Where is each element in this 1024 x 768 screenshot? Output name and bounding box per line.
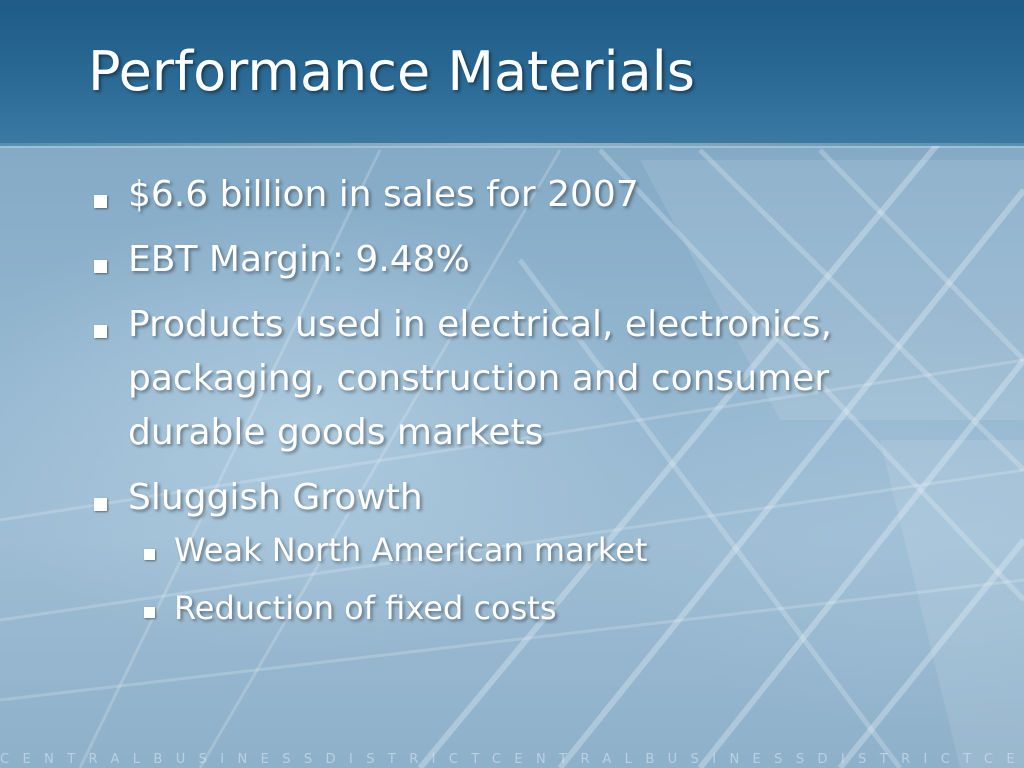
- bullet-text: Sluggish Growth: [128, 477, 423, 518]
- bullet-text: $6.6 billion in sales for 2007: [128, 174, 639, 215]
- square-bullet-icon: [144, 607, 155, 618]
- square-bullet-icon: [94, 195, 107, 208]
- title-band: [0, 0, 1024, 146]
- slide-title: Performance Materials: [88, 40, 695, 103]
- sub-bullet-item: Weak North American market: [128, 527, 950, 573]
- bullet-text: EBT Margin: 9.48%: [128, 239, 470, 280]
- bullet-item: EBT Margin: 9.48%: [90, 233, 950, 287]
- bullet-item: Products used in electrical, electronics…: [90, 298, 950, 460]
- sub-bullet-item: Reduction of fixed costs: [128, 585, 950, 631]
- sub-bullet-list: Weak North American market Reduction of …: [128, 527, 950, 631]
- square-bullet-icon: [94, 498, 107, 511]
- bullet-text: Products used in electrical, electronics…: [128, 304, 832, 453]
- square-bullet-icon: [94, 260, 107, 273]
- square-bullet-icon: [144, 549, 155, 560]
- bullet-item: Sluggish Growth Weak North American mark…: [90, 471, 950, 631]
- sub-bullet-text: Weak North American market: [174, 531, 648, 569]
- bullet-item: $6.6 billion in sales for 2007: [90, 168, 950, 222]
- sub-bullet-text: Reduction of fixed costs: [174, 589, 557, 627]
- bullet-list: $6.6 billion in sales for 2007 EBT Margi…: [90, 168, 950, 643]
- square-bullet-icon: [94, 325, 107, 338]
- footer-watermark: CENTRALBUSINESSDISTRICTCENTRALBUSINESSDI…: [0, 752, 1024, 767]
